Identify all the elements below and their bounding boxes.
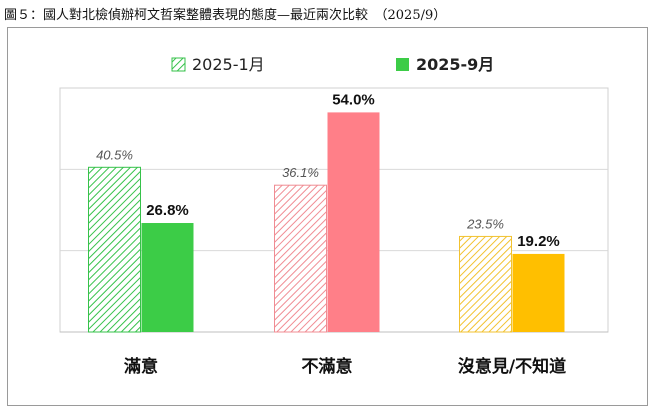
bar-jan-0 [88,166,141,333]
data-label: 23.5% [466,216,504,231]
data-label: 36.1% [282,165,319,180]
bar-jan-1 [274,184,327,333]
data-label: 40.5% [96,147,133,162]
data-label: 54.0% [332,91,375,108]
data-label: 19.2% [517,233,560,250]
legend-swatch [171,57,186,72]
bar-sep-1 [327,112,380,333]
figure-title: 圖５：國人對北檢偵辦柯文哲案整體表現的態度—最近兩次比較 （2025/9） [4,8,447,23]
legend-label: 2025-9月 [416,55,494,74]
bar-sep-2 [512,253,565,332]
legend-swatch [396,58,409,71]
category-label: 沒意見/不知道 [458,356,566,377]
category-label: 不滿意 [302,356,353,377]
bar-jan-2 [459,235,512,333]
chart-frame [7,27,648,406]
legend-label: 2025-1月 [192,55,265,74]
category-label: 滿意 [124,356,158,377]
data-label: 26.8% [146,202,189,219]
bar-sep-0 [141,223,194,332]
